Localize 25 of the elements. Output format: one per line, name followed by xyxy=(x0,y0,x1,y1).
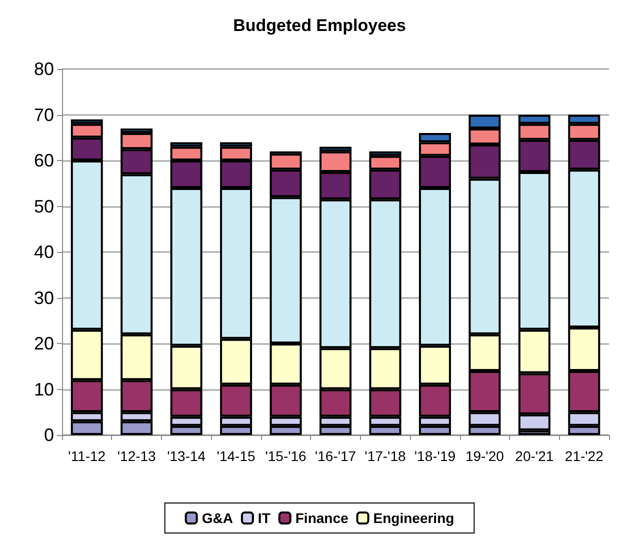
legend-label: Finance xyxy=(295,510,348,526)
x-tick-label: 20-'21 xyxy=(515,448,554,464)
y-tick-label: 20 xyxy=(34,334,54,354)
y-tick-label: 10 xyxy=(34,379,54,400)
legend-label: IT xyxy=(258,510,271,526)
legend-label: Engineering xyxy=(373,510,454,526)
x-tick-label: '12-13 xyxy=(117,448,156,464)
y-tick-label: 30 xyxy=(34,288,54,308)
y-tick-label: 40 xyxy=(34,242,54,262)
x-tick-label: 19-'20 xyxy=(465,448,504,464)
x-tick-label: '14-15 xyxy=(216,448,256,464)
x-tick-label: '17-'18 xyxy=(364,448,406,464)
x-tick-label: '15-'16 xyxy=(265,448,307,464)
x-tick-label: '13-14 xyxy=(167,448,206,464)
y-tick-label: 70 xyxy=(34,104,54,125)
y-tick-label: 0 xyxy=(44,425,54,445)
x-tick-label: 21-'22 xyxy=(564,448,604,464)
y-tick-label: 80 xyxy=(34,59,54,79)
y-tick-label: 60 xyxy=(34,150,54,170)
x-tick-label: '16-'17 xyxy=(314,448,356,464)
x-tick-label: '11-12 xyxy=(68,448,106,464)
y-tick-label: 50 xyxy=(34,196,54,216)
legend-label: G&A xyxy=(202,510,233,526)
x-tick-label: '18-'19 xyxy=(414,448,456,464)
chart-title: Budgeted Employees xyxy=(233,16,406,35)
